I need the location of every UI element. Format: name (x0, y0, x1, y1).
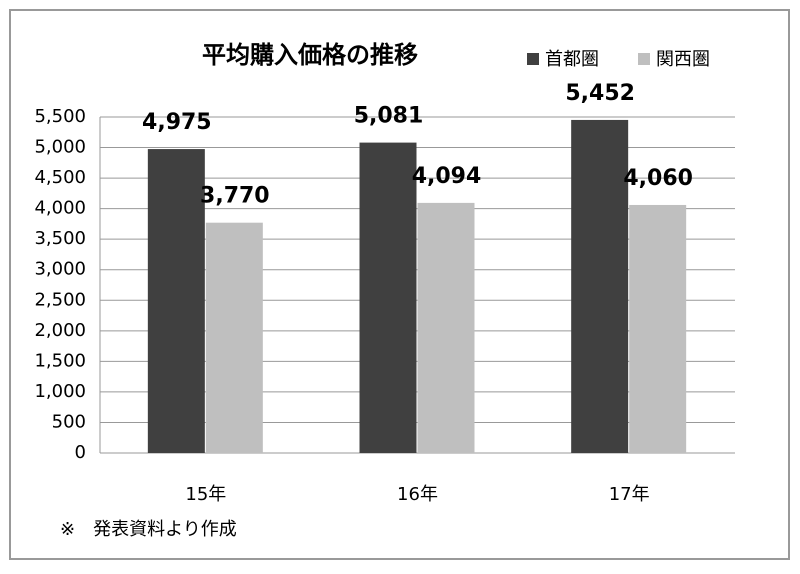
y-tick-label: 4,500 (34, 167, 86, 188)
value-label: 5,452 (565, 81, 635, 106)
y-tick-label: 0 (75, 442, 86, 463)
x-tick-label: 15年 (185, 484, 226, 505)
x-tick-label: 17年 (609, 484, 650, 505)
y-tick-label: 3,000 (34, 259, 86, 280)
x-tick-label: 16年 (397, 484, 438, 505)
y-tick-label: 5,500 (34, 106, 86, 127)
chart-title: 平均購入価格の推移 (202, 41, 418, 69)
note: ※ 発表資料より作成 (60, 519, 237, 540)
bar (629, 204, 687, 453)
value-label: 3,770 (200, 184, 270, 209)
y-tick-label: 2,500 (34, 289, 86, 310)
y-tick-label: 1,000 (34, 381, 86, 402)
y-tick-label: 3,500 (34, 228, 86, 249)
value-label: 4,060 (623, 166, 693, 191)
value-label: 4,975 (142, 110, 212, 135)
value-label: 5,081 (354, 104, 424, 129)
y-tick-label: 1,500 (34, 350, 86, 371)
value-label: 4,094 (412, 164, 482, 189)
legend-swatch (527, 53, 539, 65)
y-tick-label: 4,000 (34, 198, 86, 219)
y-tick-label: 2,000 (34, 320, 86, 341)
legend-swatch (638, 53, 650, 65)
legend-label: 関西圏 (656, 49, 710, 70)
legend-label: 首都圏 (545, 49, 599, 70)
bar (205, 222, 263, 453)
bar (147, 149, 205, 453)
bar (417, 202, 475, 453)
bar (359, 142, 417, 453)
y-tick-label: 500 (52, 411, 86, 432)
bar (571, 119, 629, 453)
y-tick-label: 5,000 (34, 137, 86, 158)
